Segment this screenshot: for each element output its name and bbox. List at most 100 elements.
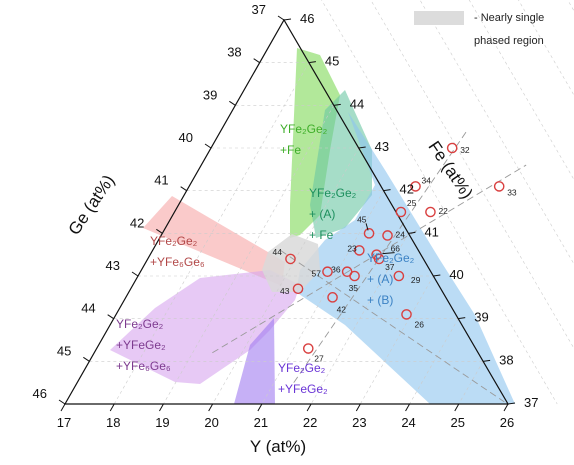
fe-tick-mark-41 <box>408 231 416 234</box>
region-label-4-line-0: YFe₂Ge₂ <box>116 317 164 331</box>
fe-tick-label-43: 43 <box>375 139 389 154</box>
grid-ge-38 <box>479 0 574 404</box>
y-tick-mark-17 <box>60 403 66 412</box>
region-4 <box>110 270 300 384</box>
ge-tick-mark-44 <box>107 314 114 320</box>
y-tick-label-21: 21 <box>254 415 268 430</box>
region-label-5-line-0: YFe₂Ge₂ <box>278 361 326 375</box>
guide-line-1 <box>212 164 527 354</box>
data-point-42 <box>327 292 338 303</box>
y-tick-label-19: 19 <box>155 415 169 430</box>
data-point-29 <box>393 270 405 282</box>
y-tick-label-20: 20 <box>204 415 218 430</box>
grid-ge-44 <box>370 0 574 349</box>
grid-y-20 <box>212 147 359 405</box>
legend: - Nearly single phased region <box>414 11 544 47</box>
y-tick-mark-19 <box>159 403 164 412</box>
data-label-36: 36 <box>331 265 341 275</box>
data-label-43: 43 <box>280 286 290 296</box>
data-label-35: 35 <box>349 283 359 293</box>
grid-y-21 <box>261 190 384 405</box>
fe-tick-label-39: 39 <box>474 310 488 325</box>
y-tick-label-17: 17 <box>57 415 71 430</box>
y-tick-mark-22 <box>306 403 312 412</box>
fe-tick-mark-39 <box>458 317 466 320</box>
ge-tick-mark-43 <box>131 271 139 277</box>
data-points: 32 33 34 22 25 44 45 23 24 66 37 29 36 35 26 57 42 43 27 <box>272 142 517 364</box>
region-label-2-line-0: YFe₂Ge₂ <box>367 251 415 265</box>
y-tick-mark-21 <box>257 403 263 412</box>
ge-tick-label-45: 45 <box>57 343 71 358</box>
y-tick-label-24: 24 <box>401 415 415 430</box>
data-point-34 <box>410 181 421 192</box>
y-tick-label-26: 26 <box>500 415 514 430</box>
arrow-45 <box>365 223 369 231</box>
data-point-24 <box>382 230 393 241</box>
y-tick-label-25: 25 <box>451 415 465 430</box>
data-label-24: 24 <box>396 229 406 239</box>
data-point-37 <box>373 253 385 265</box>
region-label-3-line-1: +YFe₆Ge₆ <box>150 255 205 269</box>
data-label-45: 45 <box>357 214 367 224</box>
ge-tick-mark-45 <box>83 356 90 362</box>
region-label-5-line-1: +YFeGe₂ <box>278 382 328 396</box>
guide-line-2 <box>280 250 505 403</box>
data-label-23: 23 <box>347 243 357 253</box>
y-axis-title: Y (at%) <box>250 437 306 456</box>
region-label-1-line-2: + Fe <box>309 228 334 242</box>
data-point-33 <box>493 181 505 192</box>
y-tick-mark-18 <box>109 403 115 412</box>
grid-ge-45 <box>321 0 558 405</box>
legend-label: - Nearly single <box>474 12 544 24</box>
ge-tick-mark-40 <box>204 143 212 149</box>
data-label-37: 37 <box>385 262 395 272</box>
data-point-32 <box>446 142 458 154</box>
data-point-45 <box>363 228 375 239</box>
ge-tick-mark-41 <box>180 186 187 192</box>
ge-tick-label-42: 42 <box>130 215 144 230</box>
arrow-66 <box>382 252 395 255</box>
fe-tick-label-46: 46 <box>300 11 314 26</box>
data-point-27 <box>302 343 314 354</box>
ge-tick-label-44: 44 <box>81 301 95 316</box>
data-label-33: 33 <box>507 187 517 197</box>
y-tick-mark-26 <box>503 403 509 412</box>
data-label-26: 26 <box>415 319 425 329</box>
fe-tick-label-45: 45 <box>325 54 339 69</box>
fe-tick-label-44: 44 <box>350 96 364 111</box>
region-labels: YFe₂Ge₂ +Fe YFe₂Ge₂ + (A) + Fe YFe₂Ge₂ + (A) + … <box>116 122 415 396</box>
grid-lines <box>89 0 574 405</box>
fe-tick-mark-38 <box>483 359 491 362</box>
grid-ge-43 <box>419 0 574 265</box>
data-label-22: 22 <box>438 206 448 216</box>
fe-tick-label-41: 41 <box>424 224 438 239</box>
fe-tick-mark-46 <box>283 18 292 21</box>
region-label-1-line-1: + (A) <box>309 207 335 221</box>
data-point-43 <box>292 283 304 295</box>
y-tick-label-23: 23 <box>352 415 366 430</box>
fe-tick-label-42: 42 <box>400 182 414 197</box>
ge-tick-label-39: 39 <box>203 87 217 102</box>
data-label-25: 25 <box>407 198 417 208</box>
ge-tick-label-43: 43 <box>106 258 120 273</box>
fe-tick-mark-40 <box>433 274 441 277</box>
ge-tick-mark-37 <box>277 15 285 21</box>
ge-tick-mark-38 <box>253 58 260 64</box>
data-label-29: 29 <box>411 275 421 285</box>
tick-labels: 17 18 19 20 21 22 23 24 25 26 37 38 39 40 41 42 43 44 45 46… <box>33 2 539 430</box>
data-label-44: 44 <box>272 247 282 257</box>
fe-tick-label-37: 37 <box>524 395 538 410</box>
ge-tick-label-40: 40 <box>179 130 193 145</box>
region-3 <box>143 196 285 286</box>
ge-tick-label-38: 38 <box>227 45 241 60</box>
y-tick-label-18: 18 <box>106 415 120 430</box>
data-point-23 <box>354 245 365 256</box>
grid-y-23 <box>360 275 434 405</box>
region-label-2-line-1: + (A) <box>367 272 393 286</box>
data-label-34: 34 <box>422 175 432 185</box>
region-label-4-line-1: +YFeGe₂ <box>116 338 166 352</box>
region-label-1-line-0: YFe₂Ge₂ <box>309 186 357 200</box>
region-5 <box>234 318 275 404</box>
ge-tick-label-46: 46 <box>33 386 47 401</box>
